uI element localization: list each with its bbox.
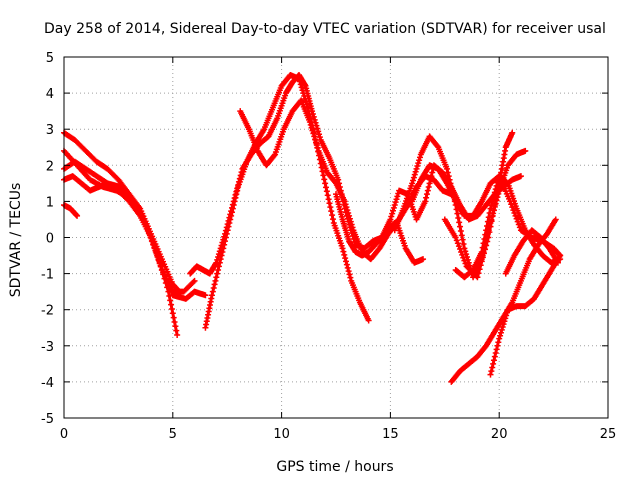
y-tick-label: -2 [41, 304, 54, 319]
x-tick-label: 15 [382, 427, 399, 442]
series-line [238, 98, 424, 265]
y-tick-label: 0 [46, 232, 54, 247]
series-track-16 [502, 227, 561, 277]
series-line [63, 203, 79, 217]
x-axis-title: GPS time / hours [276, 459, 393, 475]
series-line [63, 160, 196, 294]
series-track-8 [237, 97, 427, 266]
y-tick-label: 2 [46, 159, 54, 174]
y-tick-label: 1 [46, 195, 54, 210]
series-track-4 [61, 173, 209, 302]
x-tick-label: 0 [60, 427, 68, 442]
y-tick-label: 4 [46, 87, 54, 102]
x-tick-label: 25 [600, 427, 617, 442]
series-track-15 [487, 252, 564, 378]
series-line [63, 174, 206, 301]
axis-ticks: 0 5 10 15 20 25 -5 -4 -3 -2 -1 0 1 2 3 4 5 [41, 51, 616, 442]
series-line [62, 149, 179, 336]
x-tick-label: 5 [169, 427, 177, 442]
y-tick-label: -5 [41, 412, 54, 427]
series-markers [61, 158, 198, 295]
series-markers [61, 173, 209, 302]
x-tick-label: 20 [491, 427, 508, 442]
y-tick-label: -1 [41, 268, 54, 283]
y-tick-label: -4 [41, 376, 54, 391]
chart-title: Day 258 of 2014, Sidereal Day-to-day VTE… [44, 21, 606, 37]
y-axis-title: SDTVAR / TECUs [8, 183, 24, 298]
series-line [334, 163, 522, 258]
y-tick-label: 5 [46, 51, 54, 66]
y-tick-label: -3 [41, 340, 54, 355]
series-line [443, 132, 514, 279]
series-line [203, 73, 370, 329]
x-tick-label: 10 [273, 427, 290, 442]
series-line [450, 218, 558, 383]
series-track-3 [61, 158, 198, 295]
series-line [504, 228, 560, 275]
y-tick-label: 3 [46, 123, 54, 138]
series-line [489, 254, 562, 376]
data-series [61, 72, 564, 385]
